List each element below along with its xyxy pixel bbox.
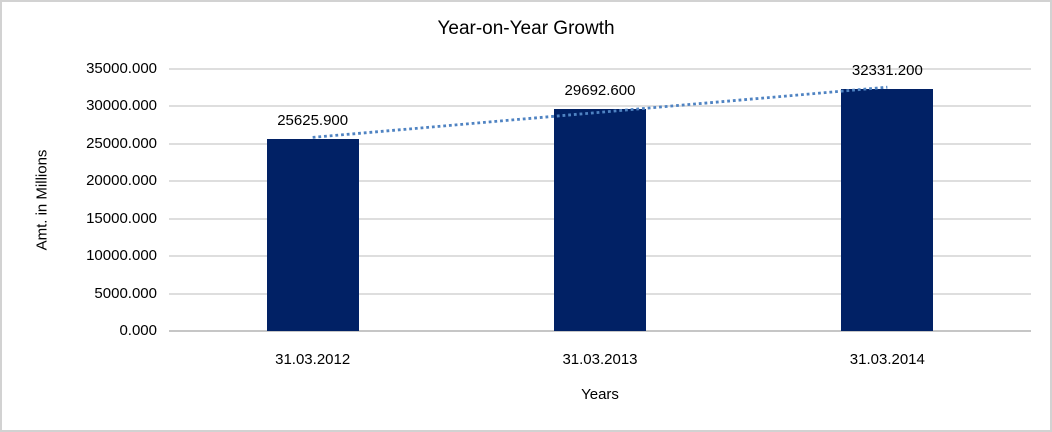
y-tick-label: 10000.000 — [86, 247, 157, 265]
y-tick-label: 15000.000 — [86, 209, 157, 227]
x-tick-label: 31.03.2012 — [275, 351, 351, 368]
x-axis-line — [169, 330, 1031, 332]
bar — [266, 139, 359, 331]
gridline — [169, 68, 1031, 70]
plot-area: 25625.900 29692.600 32331.200 — [169, 62, 1031, 332]
trendline — [312, 85, 888, 139]
x-axis-title: Years — [581, 386, 619, 403]
bar-data-label: 25625.900 — [277, 112, 349, 130]
bar — [554, 108, 646, 331]
y-tick-label: 30000.000 — [86, 97, 157, 115]
bar-data-label: 32331.200 — [851, 61, 923, 79]
chart-title: Year-on-Year Growth — [437, 18, 615, 39]
y-tick-label: 0.000 — [119, 322, 157, 339]
y-tick-label: 20000.000 — [86, 172, 157, 190]
y-axis-title: Amt. in Millions — [33, 149, 51, 251]
x-tick-label: 31.03.2013 — [562, 351, 638, 368]
bar-data-label: 29692.600 — [564, 81, 636, 99]
y-tick-label: 35000.000 — [86, 60, 157, 77]
y-tick-label: 5000.000 — [94, 284, 157, 302]
bar — [841, 88, 934, 331]
x-tick-label: 31.03.2014 — [849, 351, 925, 368]
trendline-line — [312, 85, 888, 139]
gridline — [169, 105, 1031, 108]
y-tick-label: 25000.000 — [86, 134, 157, 152]
